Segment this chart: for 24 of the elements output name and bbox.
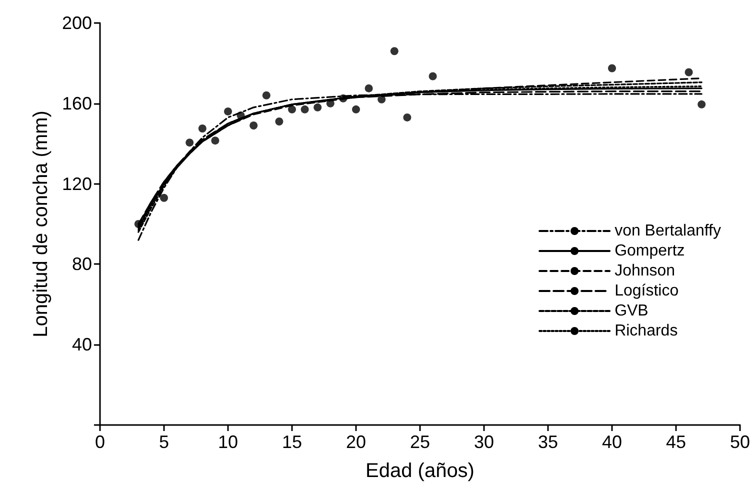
y-tick-label: 200	[62, 13, 92, 33]
legend-label: GVB	[614, 302, 648, 320]
y-axis-title: Longitud de concha (mm)	[30, 110, 52, 338]
legend-label: Johnson	[614, 262, 676, 280]
x-tick-label: 50	[730, 432, 750, 452]
legend-label: Gompertz	[614, 242, 685, 260]
x-tick-label: 45	[666, 432, 686, 452]
x-axis-title: Edad (años)	[366, 460, 474, 482]
x-tick-label: 20	[346, 432, 366, 452]
x-tick-label: 25	[410, 432, 430, 452]
x-tick-label: 0	[94, 432, 106, 452]
y-tick-label: 120	[62, 174, 92, 194]
legend-label: von Bertalanffy	[614, 222, 721, 240]
x-tick-label: 15	[282, 432, 302, 452]
legend-label: Richards	[614, 322, 678, 340]
y-tick-label: 80	[72, 254, 92, 274]
x-tick-label: 35	[538, 432, 558, 452]
legend-label: Logístico	[614, 282, 679, 300]
y-tick-label: 160	[62, 93, 92, 114]
x-tick-label: 40	[602, 432, 622, 452]
x-tick-label: 5	[158, 432, 170, 452]
x-tick-label: 30	[474, 432, 494, 452]
x-tick-label: 10	[218, 432, 238, 452]
y-tick-label: 40	[72, 334, 92, 355]
